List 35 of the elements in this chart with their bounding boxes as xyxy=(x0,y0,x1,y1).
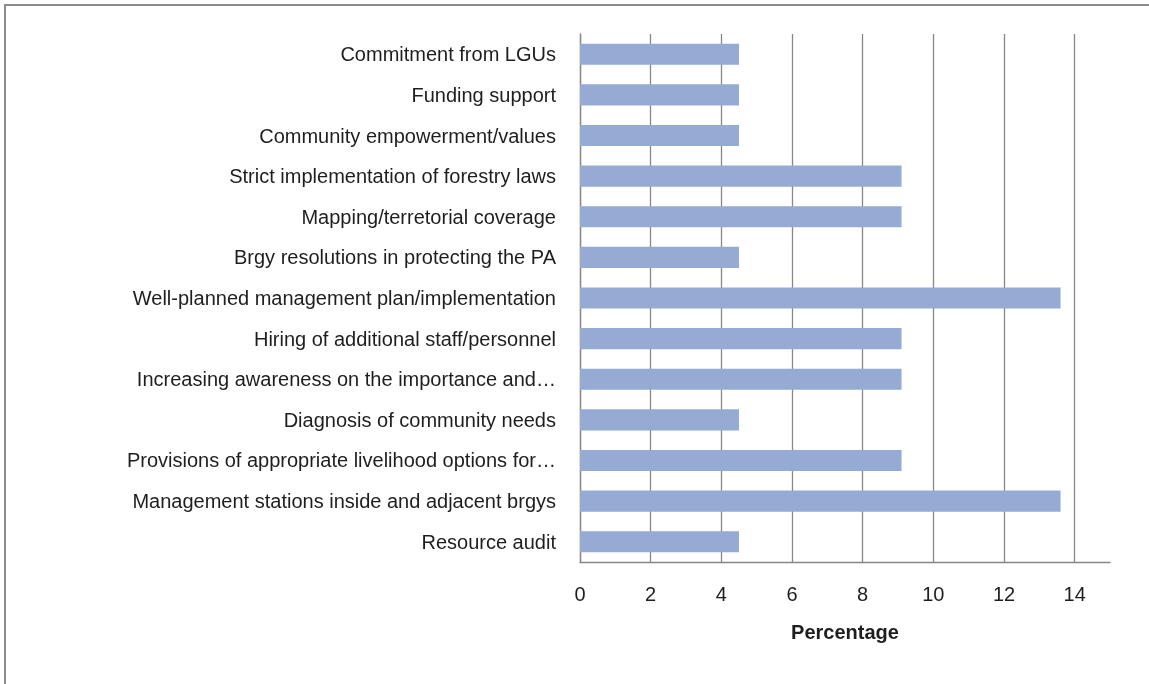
bar xyxy=(580,368,902,390)
bar xyxy=(580,124,739,147)
bar xyxy=(580,165,902,187)
bar xyxy=(580,287,1061,309)
x-tick-label: 2 xyxy=(645,583,657,605)
x-tick-label: 4 xyxy=(715,583,727,605)
y-tick-label: Commitment from LGUs xyxy=(340,43,556,66)
x-tick-label: 8 xyxy=(857,583,869,605)
y-tick-label: Hiring of additional staff/personnel xyxy=(253,327,556,350)
x-tick-label: 12 xyxy=(992,583,1016,605)
y-tick-label: Provisions of appropriate livelihood options for… xyxy=(126,449,556,472)
x-axis-title: Percentage xyxy=(791,621,899,643)
bar xyxy=(580,206,902,228)
x-tick-label: 10 xyxy=(922,583,945,605)
y-tick-label: Diagnosis of community needs xyxy=(283,408,556,431)
bar xyxy=(580,84,739,106)
bar xyxy=(580,409,739,431)
y-tick-label: Well-planned management plan/implementation xyxy=(132,287,556,309)
y-tick-label: Management stations inside and adjacent brgys xyxy=(132,490,556,513)
y-tick-label: Resource audit xyxy=(421,530,557,553)
y-tick-label: Community empowerment/values xyxy=(259,124,556,147)
bar xyxy=(580,490,1061,512)
bar xyxy=(580,246,739,268)
bar xyxy=(580,531,739,553)
y-tick-label: Mapping/terretorial coverage xyxy=(301,205,556,228)
y-tick-label: Funding support xyxy=(411,83,557,106)
bar xyxy=(580,449,902,472)
y-tick-label: Increasing awareness on the importance and… xyxy=(136,368,556,391)
bar xyxy=(580,328,902,350)
bar xyxy=(580,43,739,65)
x-tick-label: 0 xyxy=(574,583,586,605)
x-tick-label: 6 xyxy=(786,583,798,605)
y-tick-label: Brgy resolutions in protecting the PA xyxy=(233,246,557,269)
y-tick-label: Strict implementation of forestry laws xyxy=(229,165,556,188)
x-tick-label: 14 xyxy=(1063,583,1086,605)
